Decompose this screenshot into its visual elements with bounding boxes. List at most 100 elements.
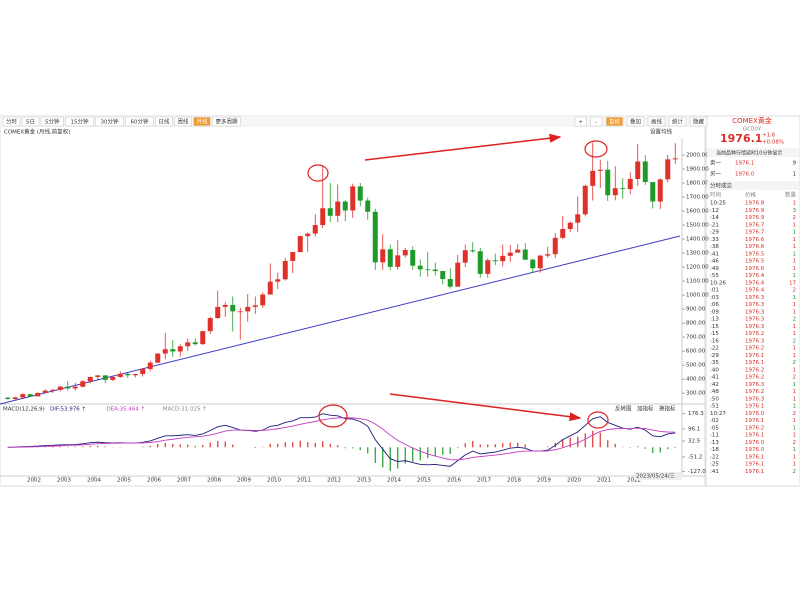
period-button[interactable] [212,116,241,127]
candle-body [65,386,71,389]
candle-body [102,375,108,380]
period-button[interactable] [193,116,211,127]
indicator-tool[interactable]: 换指标 [659,405,676,413]
trade-price: 1976.7 [745,222,765,228]
candle-body [627,178,633,190]
period-label[interactable]: 周线 [177,117,189,125]
trade-qty: 2 [793,375,797,381]
tool-button[interactable] [689,116,708,127]
y-tick-label: 1100.00 [686,279,709,285]
trade-time: 10:27 [710,411,726,417]
candle-body [305,233,311,237]
period-button[interactable] [40,116,64,127]
period-label[interactable]: 30分钟 [101,117,119,125]
candle-body [530,259,536,269]
trade-qty: 1 [793,295,797,301]
candle-body [297,236,303,253]
trade-qty: 1 [793,251,797,257]
legend-entry: MACD:31.025 ↑ [163,406,207,413]
trade-qty: 1 [793,454,797,460]
trade-time: 10:25 [710,201,726,207]
tool-label[interactable]: 叠加 [630,117,641,125]
period-button[interactable] [125,116,154,127]
y-tick-label: -127.0 [688,469,706,475]
period-label[interactable]: 更多周期 [215,117,238,125]
tool-button[interactable] [647,116,666,127]
period-button[interactable] [155,116,173,127]
tool-button[interactable] [626,116,645,127]
trade-qty: 1 [793,353,797,359]
period-button[interactable] [21,116,40,127]
y-tick-label: 800.00 [686,321,706,327]
candle-body [380,249,386,263]
tool-button[interactable] [590,116,603,127]
trade-price: 1976.2 [745,389,764,395]
trades-header-bar [707,181,799,190]
indicator-tool[interactable]: 反转图 [615,405,632,413]
candle-body [252,305,258,307]
trade-qty: 2 [793,360,797,366]
period-label[interactable]: 15分钟 [71,117,89,125]
candle-body [215,306,221,319]
trade-price: 1976.4 [745,288,765,294]
trade-qty: 2 [793,411,797,417]
symbol-code: GC00Y [743,127,762,133]
trade-qty: 1 [793,201,797,207]
trade-time: :41 [710,469,719,475]
column-header: 时间 [710,191,721,199]
tool-button[interactable] [574,116,587,127]
period-label[interactable]: 5日 [26,118,35,125]
period-label[interactable]: 日线 [158,117,170,125]
trade-time: :49 [710,266,719,272]
column-header: 数量 [785,191,797,199]
candle-body [42,390,48,393]
period-label[interactable]: 月线 [196,117,208,125]
candle-body [162,349,168,354]
trade-price: 1976.0 [745,447,765,453]
period-button[interactable] [174,116,192,127]
x-tick-label: 2011 [297,478,311,484]
trade-time: :55 [710,273,719,279]
trade-time: :51 [710,404,719,410]
candle-body [657,179,663,202]
period-button[interactable] [2,116,21,127]
candle-body [552,237,558,255]
period-button[interactable] [65,116,94,127]
trade-time: :40 [710,367,719,373]
candle-body [50,389,56,391]
tool-label[interactable]: 隐藏 [693,117,705,125]
trade-price: 1976.0 [745,411,765,417]
trade-qty: 1 [793,266,797,272]
y-tick-label: 500.00 [686,363,706,369]
trade-qty: 1 [793,418,797,424]
trade-price: 1976.1 [745,360,764,366]
trade-time: :29 [710,230,719,236]
candle-body [582,185,588,215]
tool-button[interactable] [668,116,687,127]
x-tick-label: 2007 [177,478,191,484]
trade-price: 1976.1 [745,353,764,359]
tool-label[interactable]: 统计 [672,117,684,125]
tool-label[interactable]: - [595,119,597,125]
price-change: +1.6 [762,133,776,139]
ma-button[interactable]: 设置均线 [650,128,673,136]
candle-body [20,394,26,398]
trade-price: 1976.4 [745,273,765,279]
indicator-tool[interactable]: 加指标 [637,405,654,413]
x-tick-label: 2018 [507,478,521,484]
trade-qty: 1 [793,302,797,308]
tool-label[interactable]: + [578,119,583,125]
trades-title: 分时成交 [710,182,733,190]
highlight-circle [318,404,348,428]
trade-qty: 1 [793,433,797,439]
tool-label[interactable]: 复权 [609,117,621,125]
trade-qty: 1 [793,331,797,337]
candle-body [402,250,408,256]
period-label[interactable]: 分时 [6,117,18,125]
tool-button[interactable] [605,116,624,127]
period-label[interactable]: 5分钟 [45,117,60,125]
trade-price: 1976.1 [745,418,764,424]
period-label[interactable]: 60分钟 [131,117,149,125]
tool-label[interactable]: 画线 [651,117,663,125]
period-button[interactable] [95,116,124,127]
